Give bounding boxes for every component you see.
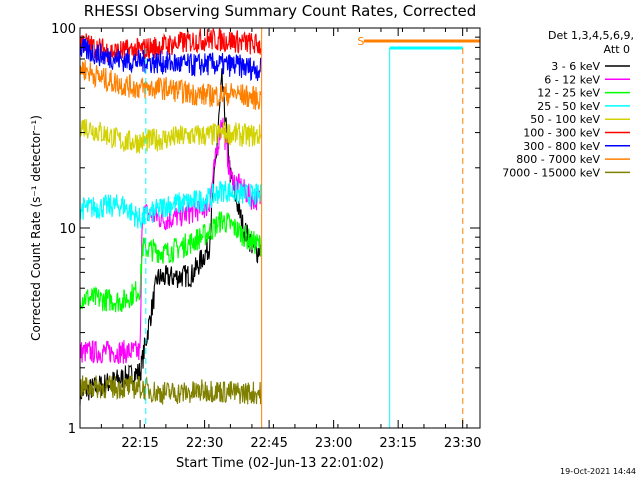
series-line-8 [79, 59, 262, 110]
timestamp: 19-Oct-2021 14:44 [560, 467, 636, 476]
series-line-2 [79, 117, 262, 365]
y-tick-label: 10 [59, 222, 76, 237]
x-tick-label: 22:30 [186, 436, 223, 451]
legend-label: 25 - 50 keV [537, 100, 600, 113]
y-tick-label: 1 [68, 422, 76, 437]
series-line-4 [79, 180, 262, 229]
chart-title: RHESSI Observing Summary Count Rates, Co… [84, 2, 477, 20]
legend-label: 7000 - 15000 keV [502, 166, 600, 179]
series-line-9 [79, 375, 262, 405]
legend-header-line-1: Det 1,3,4,5,6,9, [548, 29, 634, 42]
legend-label: 800 - 7000 keV [516, 153, 600, 166]
legend-header-line-2: Att 0 [604, 43, 630, 56]
legend-label: 6 - 12 keV [544, 73, 600, 86]
legend-label: 3 - 6 keV [551, 60, 600, 73]
series-line-5 [79, 119, 262, 154]
x-tick-label: 22:15 [121, 436, 158, 451]
x-tick-label: 23:00 [315, 436, 352, 451]
x-tick-label: 23:15 [379, 436, 416, 451]
series-line-7 [79, 38, 262, 82]
legend-label: 50 - 100 keV [530, 113, 600, 126]
data-traces [79, 27, 262, 405]
y-tick-label: 100 [51, 22, 76, 37]
flag-label: S [357, 35, 364, 48]
legend-label: 12 - 25 keV [537, 87, 600, 100]
series-line-3 [79, 211, 262, 313]
y-axis-label: Corrected Count Rate (s⁻¹ detector⁻¹) [29, 115, 43, 341]
x-tick-label: 23:30 [444, 436, 481, 451]
legend-label: 100 - 300 keV [523, 127, 600, 140]
flag-overlay: S [145, 28, 480, 428]
x-tick-label: 22:45 [250, 436, 287, 451]
legend-label: 300 - 800 keV [523, 140, 600, 153]
x-axis-label: Start Time (02-Jun-13 22:01:02) [176, 456, 384, 471]
axes: 22:15 22:30 22:45 23:00 23:15 23:30 1 10 100 [51, 22, 481, 451]
